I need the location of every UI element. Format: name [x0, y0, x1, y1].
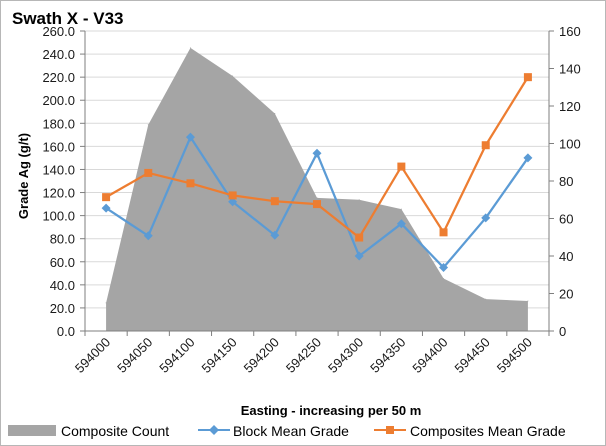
area-point: [105, 302, 107, 304]
area-point: [400, 208, 402, 210]
area-point: [147, 124, 149, 126]
area-point: [316, 197, 318, 199]
y-tick-label: 80.0: [50, 232, 75, 247]
point-composites-mean-grade: [439, 228, 448, 237]
composite-count-area: [105, 47, 529, 331]
legend-label-composite-count: Composite Count: [61, 423, 169, 439]
point-composites-mean-grade: [270, 197, 279, 206]
area-point: [443, 278, 445, 279]
y2-tick-label: 120: [559, 99, 581, 114]
y-tick-label: 180.0: [42, 116, 75, 131]
y-tick-label: 40.0: [50, 278, 75, 293]
point-composites-mean-grade: [313, 200, 321, 209]
y2-tick-label: 60: [559, 212, 573, 227]
grade-lines: [101, 73, 533, 273]
legend-label-composites-mean-grade: Composites Mean Grade: [410, 423, 566, 439]
point-block-mean-grade: [143, 231, 153, 241]
point-block-mean-grade: [396, 219, 406, 229]
x-tick-label: 594400: [409, 335, 450, 376]
point-composites-mean-grade: [228, 191, 237, 200]
point-block-mean-grade: [228, 197, 238, 207]
y-tick-label: 260.0: [42, 24, 75, 39]
point-block-mean-grade: [481, 213, 491, 223]
legend-marker-square: [386, 426, 394, 434]
legend-item-composite-count: Composite Count: [8, 423, 169, 439]
point-composites-mean-grade: [481, 141, 490, 150]
point-block-mean-grade: [523, 153, 533, 163]
point-block-mean-grade: [439, 263, 449, 273]
y2-tick-label: 140: [559, 62, 581, 77]
point-composites-mean-grade: [355, 233, 364, 242]
legend-label-block-mean-grade: Block Mean Grade: [233, 423, 349, 439]
point-composites-mean-grade: [144, 168, 153, 177]
x-tick-label: 594000: [72, 335, 113, 376]
y-tick-label: 200.0: [42, 93, 75, 108]
point-block-mean-grade: [101, 203, 111, 213]
y-tick-label: 20.0: [50, 301, 75, 316]
legend-item-block-mean-grade: Block Mean Grade: [198, 423, 349, 439]
point-block-mean-grade: [354, 251, 364, 261]
y2-tick-label: 20: [559, 287, 573, 302]
x-tick-label: 594050: [114, 335, 155, 376]
legend-marker-diamond: [209, 425, 219, 435]
y-axis-title: Grade Ag (g/t): [16, 133, 31, 219]
y-tick-label: 120.0: [42, 186, 75, 201]
y2-tick-label: 160: [559, 24, 581, 39]
area-composite-count: [106, 47, 528, 331]
x-tick-label: 594200: [241, 335, 282, 376]
area-point: [527, 300, 529, 302]
point-composites-mean-grade: [186, 179, 195, 188]
y2-tick-label: 80: [559, 174, 573, 189]
point-block-mean-grade: [185, 132, 195, 142]
legend: Composite Count Block Mean Grade Composi…: [8, 423, 566, 439]
x-tick-label: 594300: [325, 335, 366, 376]
y-tick-label: 100.0: [42, 209, 75, 224]
x-tick-label: 594150: [198, 335, 239, 376]
axes: [80, 30, 554, 336]
x-axis-title: Easting - increasing per 50 m: [241, 403, 422, 418]
y2-tick-label: 0: [559, 324, 566, 339]
x-tick-label: 594450: [452, 335, 493, 376]
point-composites-mean-grade: [102, 193, 111, 202]
point-block-mean-grade: [270, 230, 280, 240]
y-tick-label: 60.0: [50, 255, 75, 270]
x-tick-label: 594100: [156, 335, 197, 376]
area-point: [189, 47, 191, 49]
x-tick-label: 594250: [283, 335, 324, 376]
x-tick-label: 594350: [367, 335, 408, 376]
y2-tick-label: 100: [559, 137, 581, 152]
point-block-mean-grade: [312, 148, 322, 158]
legend-swatch-composite-count: [8, 425, 56, 436]
y2-tick-label: 40: [559, 249, 573, 264]
y-tick-label: 160.0: [42, 139, 75, 154]
point-composites-mean-grade: [523, 73, 532, 82]
chart-title: Swath X - V33: [12, 9, 123, 28]
y-tick-label: 220.0: [42, 70, 75, 85]
y-tick-label: 0.0: [57, 324, 75, 339]
legend-item-composites-mean-grade: Composites Mean Grade: [374, 423, 566, 439]
area-point: [232, 75, 234, 77]
point-composites-mean-grade: [397, 162, 406, 171]
area-point: [274, 113, 276, 114]
x-tick-label: 594500: [494, 335, 535, 376]
y-tick-label: 140.0: [42, 162, 75, 177]
area-point: [485, 298, 487, 300]
y-tick-label: 240.0: [42, 47, 75, 62]
area-point: [358, 199, 360, 201]
